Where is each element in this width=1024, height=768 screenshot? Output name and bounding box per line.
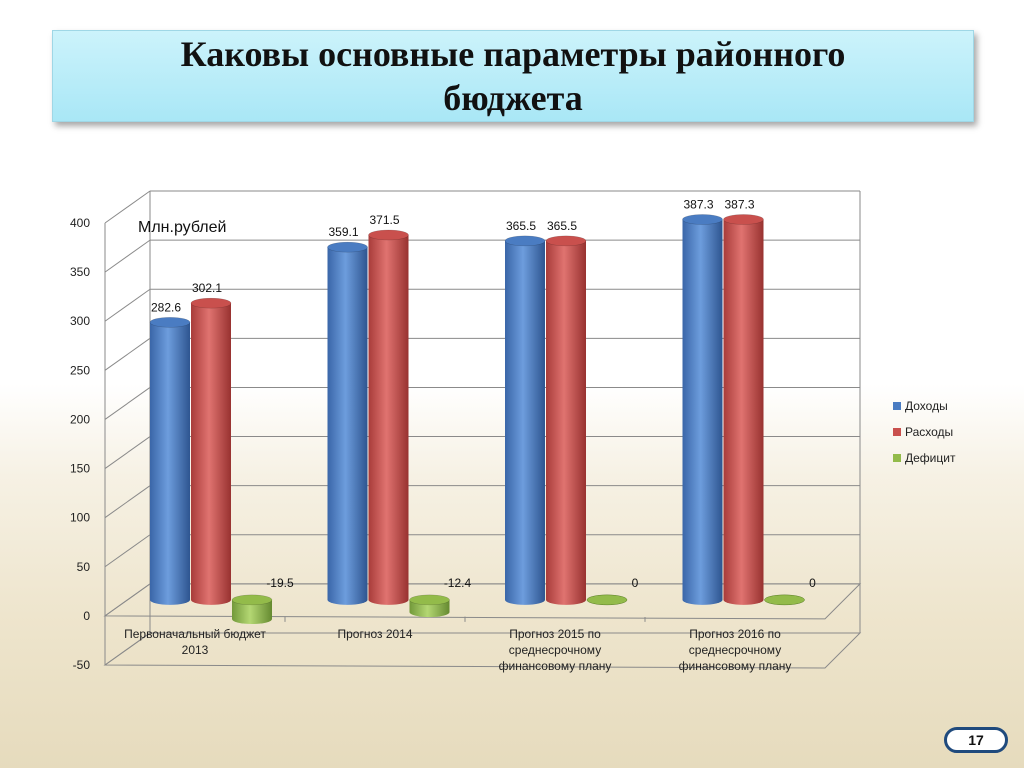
page-title: Каковы основные параметры районного бюдж…: [180, 34, 846, 118]
x-category-label: Прогноз 2016 по среднесрочному финансовому…: [679, 627, 792, 673]
bar-body: [682, 219, 723, 605]
data-labels: 282.6 359.1 365.5 387.3 302.1 371.5 365.5 387.3…: [151, 197, 816, 589]
data-label: 387.3: [683, 197, 713, 211]
y-tick-label: -50: [73, 658, 91, 672]
bar-body: [368, 234, 409, 605]
legend-label: Дефицит: [905, 451, 956, 465]
gridline-depth: [104, 387, 151, 420]
data-label: -19.5: [266, 576, 294, 590]
bar-body: [327, 247, 368, 605]
chart-floor: [103, 583, 862, 620]
y-tick-label: 400: [70, 216, 90, 230]
bar: [586, 594, 628, 606]
bar-body: [191, 303, 231, 605]
bar: [545, 235, 587, 605]
page-number: 17: [968, 732, 984, 748]
bar-cap: [682, 214, 723, 225]
bar: [723, 214, 764, 605]
bar-body: [723, 219, 764, 605]
legend-swatch: [893, 428, 901, 436]
chart-bars: [149, 214, 805, 625]
data-label: 302.1: [192, 281, 222, 295]
bar-body: [505, 240, 545, 605]
x-category-label: Прогноз 2015 по среднесрочному финансовому…: [499, 627, 612, 673]
bar-cap: [586, 594, 628, 606]
y-tick-label: 0: [83, 609, 90, 623]
data-label: -12.4: [444, 576, 472, 590]
y-tick-label: 150: [70, 462, 90, 476]
bar-cap: [231, 594, 273, 606]
page-number-badge: 17: [944, 727, 1008, 753]
legend-swatch: [893, 402, 901, 410]
x-category-label: Прогноз 2014: [337, 627, 412, 641]
bar-body: [232, 599, 272, 625]
gridline-depth: [104, 485, 151, 519]
bar-cap: [545, 235, 587, 247]
gridline-depth: [104, 534, 151, 568]
y-tick-label: 250: [70, 363, 90, 377]
bar-cap: [764, 594, 805, 606]
bar-cap: [327, 241, 368, 253]
title-box: Каковы основные параметры районного бюдж…: [52, 30, 974, 122]
bar: [190, 297, 232, 605]
bar: [764, 594, 805, 606]
legend-label: Расходы: [905, 425, 953, 439]
y-axis-ticks: -50 0 50 100 150 200 250 300 350 400: [70, 216, 90, 672]
bar: [368, 229, 409, 605]
data-label: 387.3: [724, 197, 754, 211]
gridline-depth: [104, 288, 151, 322]
data-label: 365.5: [506, 219, 536, 233]
bar: [682, 214, 723, 605]
bar: [231, 594, 273, 625]
x-category-label: Первоначальный бюджет 2013: [124, 627, 266, 657]
legend-swatch: [893, 454, 901, 462]
x-axis-categories: Первоначальный бюджет 2013 Прогноз 2014 Про…: [124, 627, 791, 673]
data-label: 0: [632, 576, 639, 590]
bar: [149, 317, 191, 605]
gridline-depth: [104, 239, 151, 273]
data-label: 282.6: [151, 300, 181, 314]
bar: [327, 241, 368, 605]
data-label: 365.5: [547, 219, 577, 233]
data-label: 371.5: [369, 213, 399, 227]
y-tick-label: 350: [70, 265, 90, 279]
bar-body: [546, 240, 586, 605]
y-tick-label: 100: [70, 511, 90, 525]
bar: [409, 594, 450, 618]
gridline-depth: [104, 436, 151, 469]
data-label: 0: [809, 576, 816, 590]
bar-cap: [504, 235, 546, 247]
y-tick-label: 300: [70, 314, 90, 328]
bar-cap: [149, 317, 191, 328]
chart-legend: Доходы Расходы Дефицит: [893, 399, 956, 465]
bar-cap: [190, 297, 232, 309]
y-tick-label: 200: [70, 412, 90, 426]
bar-body: [150, 322, 190, 605]
legend-label: Доходы: [905, 399, 948, 413]
bar-cap: [723, 214, 764, 225]
gridline-depth: [104, 337, 151, 371]
gridline-depth: [104, 190, 151, 224]
y-tick-label: 50: [77, 560, 91, 574]
data-label: 359.1: [328, 225, 358, 239]
bar-cap: [368, 229, 409, 241]
unit-label: Млн.рублей: [138, 219, 226, 236]
chart-bottom-plane: [103, 632, 862, 669]
bar: [504, 235, 546, 605]
bar-cap: [409, 594, 450, 606]
